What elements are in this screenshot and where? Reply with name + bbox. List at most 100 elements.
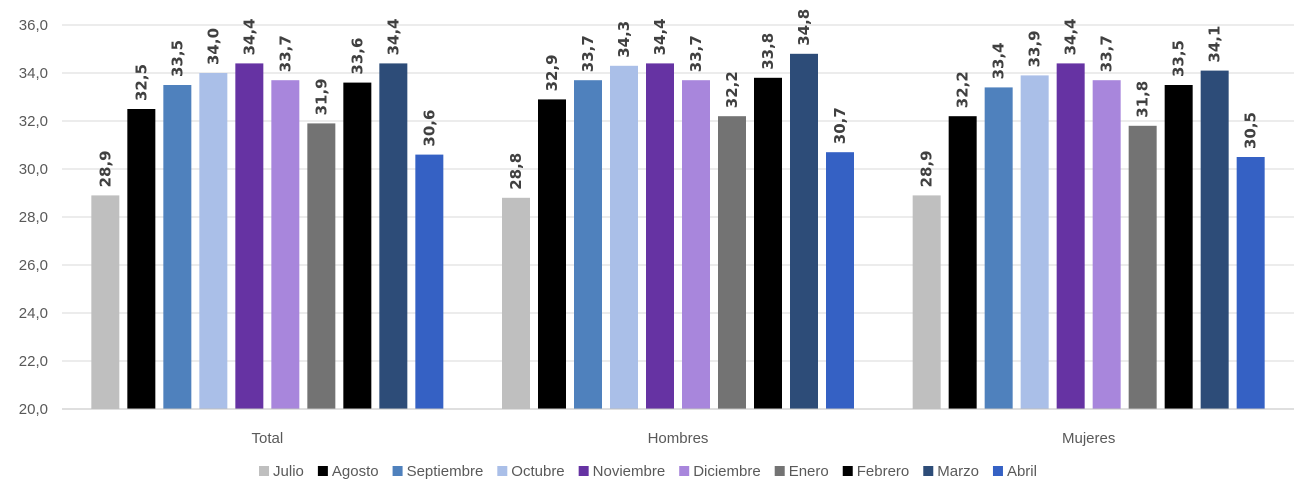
bar-octubre-hombres — [610, 65, 638, 410]
y-tick-label: 32,0 — [19, 113, 48, 130]
y-axis-tick-labels: 20,0 22,0 24,0 26,0 28,0 30,0 32,0 34,0 36,0 — [19, 17, 48, 418]
legend-label: Julio — [273, 463, 304, 480]
legend-swatch — [679, 466, 690, 476]
x-axis-category-labels: Total Hombres Mujeres — [251, 430, 1115, 447]
bar-agosto-total — [127, 109, 156, 409]
bar-abril-hombres — [826, 152, 854, 409]
bar-noviembre-hombres — [646, 63, 674, 410]
bar-marzo-hombres — [790, 53, 818, 410]
data-label: 28,9 — [96, 150, 114, 187]
y-tick-label: 28,0 — [19, 209, 48, 226]
data-label: 33,7 — [687, 35, 705, 72]
data-label: 32,9 — [543, 54, 561, 91]
legend-swatch — [774, 466, 785, 476]
legend-swatch — [497, 466, 508, 476]
legend-label: Agosto — [332, 463, 379, 480]
legend-label: Octubre — [511, 463, 564, 480]
y-tick-label: 34,0 — [19, 65, 48, 82]
legend-item-abril: Abril — [992, 463, 1037, 480]
data-label: 33,7 — [276, 35, 294, 72]
data-label: 33,4 — [990, 42, 1008, 79]
y-tick-label: 26,0 — [19, 257, 48, 274]
legend-label: Enero — [789, 463, 829, 480]
bar-marzo-total — [379, 63, 408, 410]
data-label: 30,5 — [1242, 112, 1260, 149]
data-label: 31,8 — [1134, 81, 1152, 118]
legend: Julio Agosto Septiembre Octubre Noviembre Dic… — [259, 463, 1037, 480]
legend-label: Diciembre — [693, 463, 761, 480]
legend-label: Abril — [1007, 463, 1037, 480]
bar-julio-total — [91, 195, 120, 409]
data-label: 33,7 — [579, 35, 597, 72]
data-label: 28,8 — [507, 153, 525, 190]
y-tick-label: 30,0 — [19, 161, 48, 178]
data-label: 33,8 — [759, 33, 777, 70]
legend-label: Noviembre — [593, 463, 666, 480]
data-label: 34,4 — [651, 18, 669, 55]
bar-marzo-mujeres — [1200, 70, 1229, 409]
legend-item-noviembre: Noviembre — [578, 463, 666, 480]
data-label: 34,3 — [615, 21, 633, 58]
y-tick-label: 24,0 — [19, 305, 48, 322]
bars — [91, 53, 1265, 410]
legend-item-septiembre: Septiembre — [392, 463, 484, 480]
data-label: 33,5 — [1170, 40, 1188, 77]
legend-swatch — [578, 466, 589, 476]
bar-febrero-mujeres — [1164, 85, 1193, 409]
legend-swatch — [992, 466, 1003, 476]
data-label: 34,1 — [1206, 26, 1224, 63]
bar-abril-total — [415, 154, 444, 409]
y-tick-label: 20,0 — [19, 401, 48, 418]
data-label: 33,7 — [1098, 35, 1116, 72]
legend-item-marzo: Marzo — [923, 463, 979, 480]
bar-septiembre-total — [163, 85, 192, 409]
data-label: 33,6 — [348, 38, 366, 75]
legend-label: Septiembre — [407, 463, 484, 480]
legend-swatch — [842, 466, 853, 476]
bar-septiembre-hombres — [574, 80, 602, 409]
legend-swatch — [923, 466, 934, 476]
bar-abril-mujeres — [1236, 157, 1265, 409]
bar-diciembre-hombres — [682, 80, 710, 409]
legend-swatch — [317, 466, 328, 476]
data-label: 33,9 — [1026, 30, 1044, 67]
data-label: 32,5 — [132, 64, 150, 101]
y-tick-label: 36,0 — [19, 17, 48, 34]
data-label: 34,4 — [240, 18, 258, 55]
data-label: 33,5 — [168, 40, 186, 77]
data-label: 28,9 — [918, 150, 936, 187]
legend-item-enero: Enero — [774, 463, 829, 480]
bar-noviembre-mujeres — [1056, 63, 1085, 410]
data-label: 34,8 — [795, 9, 813, 46]
bar-julio-hombres — [502, 197, 530, 409]
bar-febrero-total — [343, 82, 372, 409]
legend-label: Febrero — [857, 463, 910, 480]
bar-julio-mujeres — [912, 195, 941, 409]
data-label: 31,9 — [312, 78, 330, 115]
x-category-label: Mujeres — [1062, 430, 1115, 447]
legend-item-julio: Julio — [259, 463, 304, 480]
bar-diciembre-total — [271, 80, 300, 409]
bar-agosto-hombres — [538, 99, 566, 410]
gridlines — [62, 24, 1294, 362]
data-label: 34,4 — [1062, 18, 1080, 55]
legend-item-octubre: Octubre — [497, 463, 565, 480]
x-category-label: Total — [251, 430, 283, 447]
bar-enero-total — [307, 123, 336, 410]
legend-swatch — [392, 466, 403, 476]
bar-diciembre-mujeres — [1092, 80, 1121, 409]
data-label: 34,4 — [384, 18, 402, 55]
legend-item-febrero: Febrero — [842, 463, 910, 480]
data-label: 32,2 — [723, 71, 741, 108]
bar-febrero-hombres — [754, 77, 782, 410]
bar-enero-hombres — [718, 116, 746, 409]
y-tick-label: 22,0 — [19, 353, 48, 370]
bar-noviembre-total — [235, 63, 264, 410]
legend-swatch — [259, 466, 270, 476]
data-label: 30,7 — [831, 107, 849, 144]
bar-octubre-total — [199, 73, 228, 409]
legend-label: Marzo — [937, 463, 979, 480]
data-labels: 28,9 32,5 33,5 34,0 34,4 33,7 31,9 33,6 34,4 30,6… — [96, 9, 1259, 190]
